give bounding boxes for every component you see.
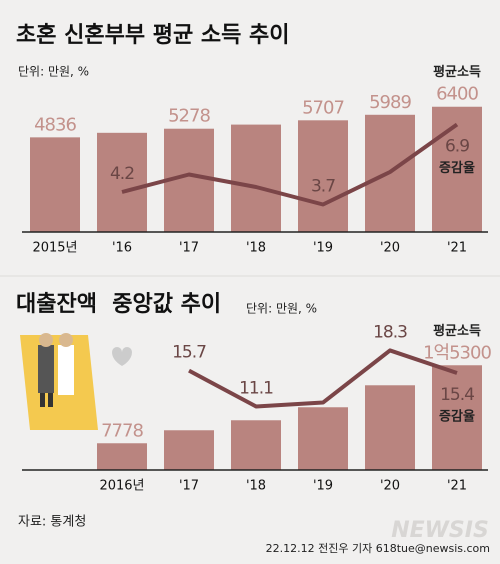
bar [30, 137, 80, 232]
unit-label: 단위: 만원, % [246, 302, 317, 316]
x-tick-label: '18 [246, 479, 266, 494]
unit-label: 단위: 만원, % [18, 65, 89, 79]
bar-value-label: 5278 [168, 106, 210, 127]
x-tick-label: '19 [313, 479, 333, 494]
x-tick-label: '20 [380, 241, 400, 256]
line-value-label: 15.7 [172, 343, 206, 363]
wedding-icon [20, 333, 132, 430]
x-tick-label: '19 [313, 241, 333, 256]
chart-title: 대출잔액 중앙값 추이 [16, 292, 221, 317]
bar [298, 120, 348, 232]
legend-bar: 평균소득 [433, 323, 481, 339]
bar [231, 420, 281, 470]
bar [432, 365, 482, 470]
bar [97, 132, 147, 232]
bar [231, 124, 281, 232]
line-value-label: 6.9 [445, 137, 469, 157]
bar [97, 443, 147, 470]
bar-value-label: 5707 [302, 97, 344, 118]
line-value-label: 11.1 [239, 378, 273, 398]
bar-value-label: 4836 [34, 114, 76, 135]
line-value-label: 4.2 [110, 164, 134, 184]
x-tick-label: '16 [112, 241, 132, 256]
x-tick-label: 2015년 [32, 241, 77, 256]
bar [432, 106, 482, 232]
bar-value-label: 1억5300 [423, 342, 491, 363]
x-tick-label: '21 [447, 479, 467, 494]
legend-bar: 평균소득 [433, 64, 481, 80]
chart-title: 초혼 신혼부부 평균 소득 추이 [16, 23, 290, 48]
x-tick-label: '17 [179, 479, 199, 494]
bar-value-label: 6400 [436, 84, 478, 105]
bar [298, 407, 348, 470]
credit: 22.12.12 전진우 기자 618tue@newsis.com [266, 542, 490, 555]
line-value-label: 18.3 [373, 322, 407, 342]
x-tick-label: '20 [380, 479, 400, 494]
growth-line [188, 348, 458, 409]
x-tick-label: '18 [246, 241, 266, 256]
bar [365, 385, 415, 470]
growth-line [121, 122, 459, 207]
bar [164, 430, 214, 470]
bar-value-label: 5989 [369, 92, 411, 113]
x-tick-label: '21 [447, 241, 467, 256]
source: 자료: 통계청 [18, 515, 86, 530]
legend-line: 증감율 [439, 409, 475, 425]
x-tick-label: '17 [179, 241, 199, 256]
x-tick-label: 2016년 [99, 479, 144, 494]
line-value-label: 15.4 [440, 385, 474, 405]
watermark: NEWSIS [391, 518, 489, 543]
legend-line: 증감율 [439, 160, 475, 176]
line-value-label: 3.7 [311, 177, 335, 197]
bar-value-label: 7778 [101, 420, 143, 441]
